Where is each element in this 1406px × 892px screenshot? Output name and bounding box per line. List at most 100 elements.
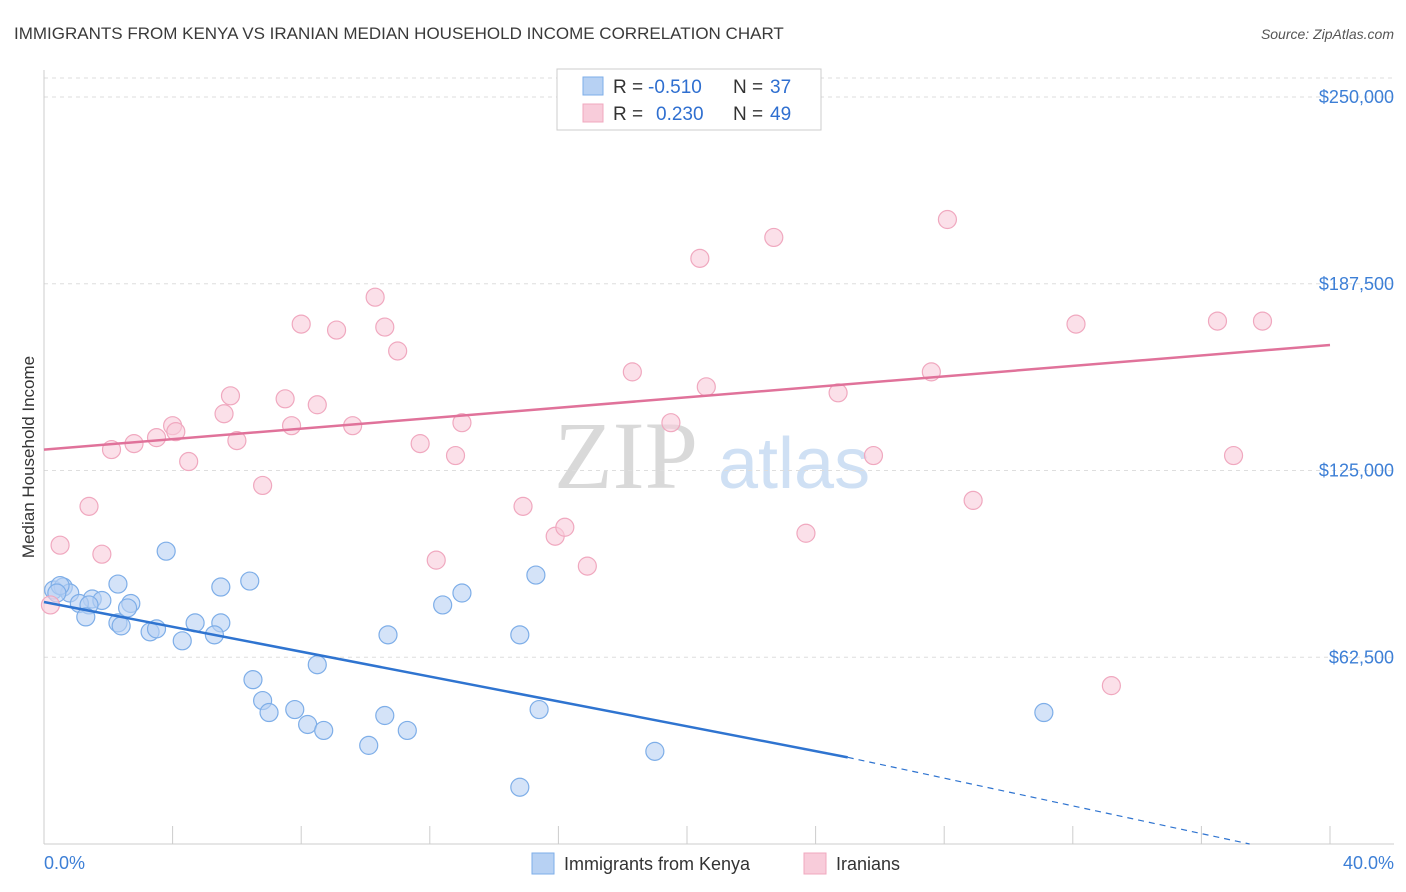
point-iranians [963, 490, 983, 510]
point-iranians [79, 496, 99, 516]
point-kenya [433, 595, 453, 615]
y-tick-label: $187,500 [1319, 274, 1394, 294]
trend-line-kenya [43, 600, 848, 759]
point-kenya [510, 625, 530, 645]
watermark: ZIP atlas [554, 402, 870, 509]
point-iranians [622, 362, 642, 382]
y-tick-label: $250,000 [1319, 87, 1394, 107]
point-kenya [452, 583, 472, 603]
series-legend: Immigrants from Kenya Iranians [531, 852, 900, 875]
x-tick-label-min: 0.0% [44, 853, 85, 873]
grid-lines [44, 77, 1394, 658]
axes [43, 70, 1394, 845]
point-iranians [661, 413, 681, 433]
point-iranians [1252, 311, 1273, 331]
point-kenya [314, 720, 334, 741]
y-tick-label: $125,000 [1319, 461, 1394, 481]
point-kenya [510, 777, 530, 797]
series-legend-label-kenya: Immigrants from Kenya [564, 854, 751, 874]
point-iranians [1066, 314, 1086, 334]
point-kenya [645, 741, 665, 761]
point-iranians [796, 523, 816, 543]
point-iranians [1101, 676, 1121, 696]
point-kenya [111, 616, 131, 636]
y-tick-labels: $62,500 $125,000 $187,500 $250,000 [1319, 87, 1394, 667]
point-iranians [253, 475, 273, 496]
y-tick-label: $62,500 [1329, 647, 1394, 667]
series-legend-label-iranians: Iranians [836, 854, 900, 874]
point-kenya [243, 670, 263, 690]
point-iranians [179, 451, 199, 472]
trend-line-iranians [43, 343, 1331, 451]
point-iranians [307, 395, 327, 415]
point-iranians [326, 320, 347, 340]
trend-lines [43, 343, 1331, 845]
point-iranians [281, 416, 302, 436]
point-kenya [397, 720, 417, 741]
chart-source: Source: ZipAtlas.com [1261, 26, 1394, 42]
y-axis-label: Median Household Income [19, 356, 38, 558]
point-iranians [275, 389, 295, 409]
point-kenya [298, 714, 318, 735]
point-kenya [156, 541, 176, 561]
x-tick-labels: 0.0% 40.0% [44, 853, 1394, 873]
point-kenya [375, 705, 395, 726]
point-kenya [529, 699, 549, 720]
trend-line-kenya-extension [847, 756, 1250, 845]
legend-r-value-kenya: -0.510 [648, 77, 702, 98]
legend-swatch-kenya [582, 76, 604, 96]
x-tick-label-max: 40.0% [1343, 853, 1394, 873]
point-iranians [1207, 311, 1228, 331]
point-iranians [452, 413, 472, 433]
legend-r-label-kenya: R = [613, 77, 643, 98]
point-kenya [1034, 702, 1054, 723]
point-kenya [378, 625, 398, 645]
point-iranians [365, 287, 385, 307]
legend-r-value-iranians: 0.230 [656, 104, 704, 125]
legend-n-label-iranians: N = [733, 104, 763, 125]
point-kenya [211, 577, 231, 597]
point-kenya [359, 735, 379, 755]
point-iranians [690, 248, 710, 268]
point-iranians [220, 386, 241, 406]
point-iranians [146, 428, 167, 448]
point-iranians [513, 496, 533, 516]
point-iranians [937, 209, 958, 230]
point-iranians [166, 422, 186, 442]
point-iranians [764, 227, 784, 248]
point-iranians [291, 314, 311, 334]
point-kenya [285, 699, 305, 720]
point-kenya [307, 655, 327, 675]
point-iranians [426, 550, 446, 570]
legend-n-label-kenya: N = [733, 77, 763, 98]
point-iranians [577, 556, 597, 576]
point-iranians [555, 517, 575, 537]
point-kenya [76, 607, 96, 627]
series-legend-swatch-iranians [803, 852, 827, 875]
point-iranians [92, 544, 112, 564]
legend-n-value-iranians: 49 [770, 104, 791, 125]
point-kenya [259, 702, 279, 723]
point-kenya [240, 571, 260, 591]
point-iranians [227, 431, 247, 451]
point-iranians [214, 404, 234, 424]
series-legend-swatch-kenya [531, 852, 555, 875]
point-kenya [108, 574, 128, 594]
point-kenya [172, 631, 192, 651]
point-iranians [410, 434, 430, 454]
point-iranians [445, 445, 466, 466]
point-iranians [1223, 445, 1244, 466]
legend-r-label-iranians: R = [613, 104, 643, 125]
data-points [40, 209, 1273, 797]
point-iranians [863, 445, 884, 466]
point-iranians [50, 535, 70, 555]
legend-n-value-kenya: 37 [770, 77, 791, 98]
correlation-legend: R = -0.510 N = 37 R = 0.230 N = 49 [556, 68, 822, 131]
legend-swatch-iranians [582, 103, 604, 123]
chart-title: IMMIGRANTS FROM KENYA VS IRANIAN MEDIAN … [14, 24, 784, 43]
point-kenya [526, 565, 546, 585]
watermark-atlas: atlas [718, 424, 870, 504]
point-iranians [388, 341, 408, 361]
point-iranians [375, 317, 395, 337]
